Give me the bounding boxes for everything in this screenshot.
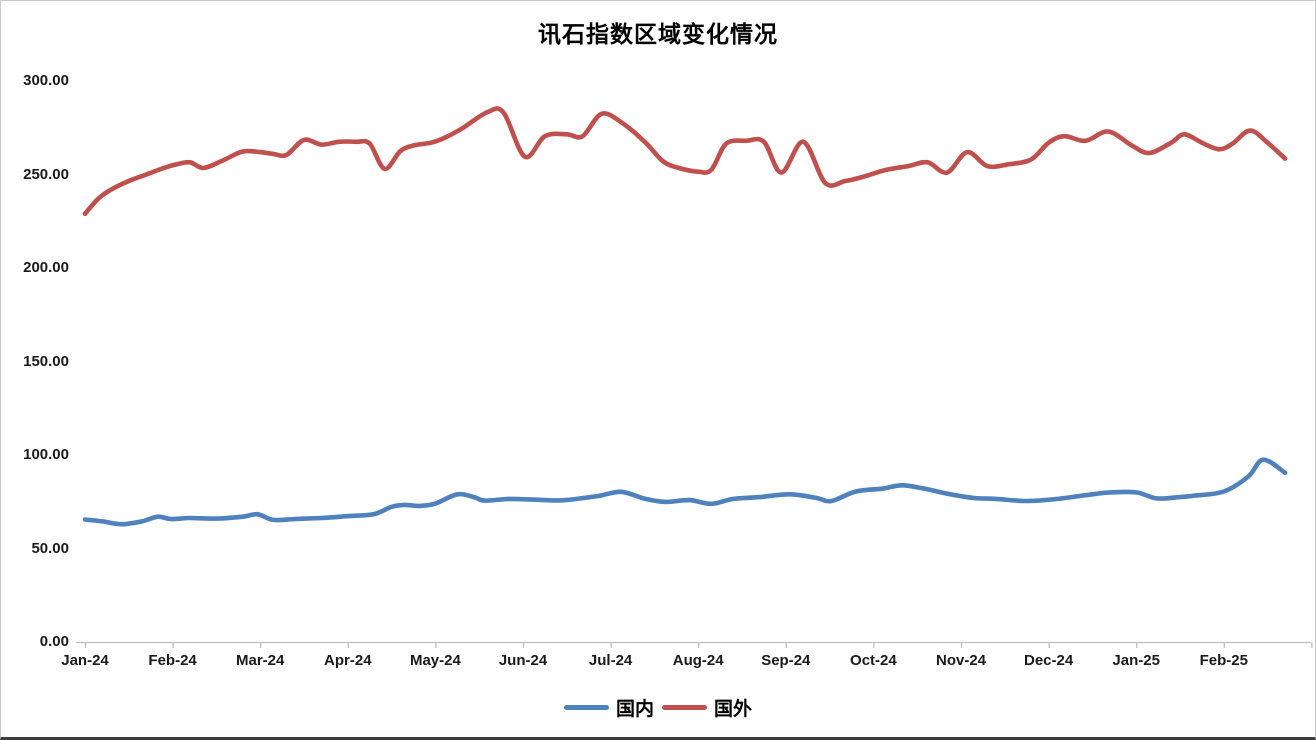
y-axis-tick-label: 250.00 <box>23 165 69 183</box>
x-axis-tick-label: Apr-24 <box>324 652 372 669</box>
legend-item-domestic: 国内 <box>563 694 654 721</box>
legend-swatch-foreign <box>662 705 707 710</box>
x-axis-tick-label: Jun-24 <box>498 652 548 669</box>
x-axis-tick-label: Sep-24 <box>761 652 811 669</box>
x-axis-tick-label: Nov-24 <box>935 652 987 669</box>
y-axis-tick-label: 150.00 <box>23 352 69 370</box>
series-foreign-line <box>82 106 1288 217</box>
x-axis-tick-label: Oct-24 <box>850 652 897 669</box>
y-axis-tick-label: 0.00 <box>39 633 69 650</box>
legend: 国内 国外 <box>1 694 1315 721</box>
x-axis-tick-label: Jan-24 <box>61 652 109 669</box>
y-axis-tick-label: 200.00 <box>23 259 69 276</box>
x-axis-tick-label: Mar-24 <box>236 652 285 669</box>
x-axis-tick-label: Aug-24 <box>672 652 724 669</box>
x-axis-tick-label: Jul-24 <box>588 652 633 669</box>
x-axis-tick-label: Feb-25 <box>1199 652 1248 669</box>
y-axis-tick-label: 100.00 <box>23 446 69 463</box>
legend-label-domestic: 国内 <box>615 698 654 720</box>
x-axis-tick-label: Feb-24 <box>148 652 197 669</box>
x-axis-tick-label: Dec-24 <box>1023 652 1074 669</box>
legend-label-foreign: 国外 <box>714 698 753 720</box>
x-axis-tick-label: Jan-25 <box>1112 652 1160 669</box>
x-axis-tick-label: May-24 <box>409 652 461 669</box>
legend-swatch-domestic <box>563 705 609 710</box>
y-axis-tick-label: 300.00 <box>23 72 69 89</box>
y-axis-tick-label: 50.00 <box>31 539 69 557</box>
legend-item-foreign: 国外 <box>662 694 752 721</box>
series-domestic-line <box>82 457 1288 527</box>
chart-title: 讯石指数区域变化情况 <box>538 21 778 48</box>
